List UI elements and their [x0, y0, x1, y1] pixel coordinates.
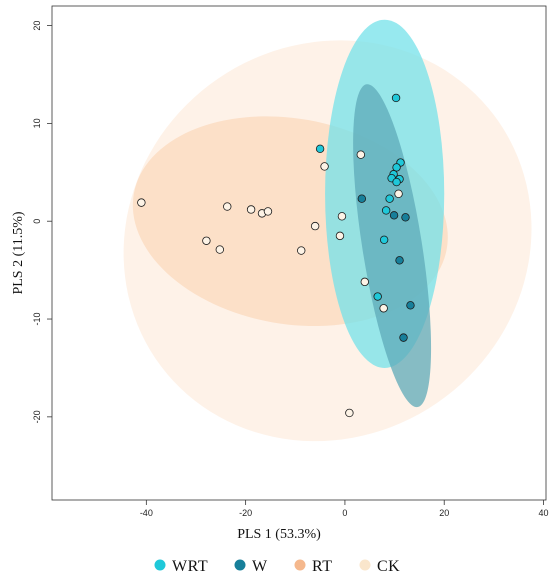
point-wrt [385, 194, 394, 203]
x-tick-label: 0 [342, 508, 347, 518]
point-ck [310, 221, 320, 231]
x-axis-title: PLS 1 (53.3%) [237, 527, 321, 542]
x-tick-label: 40 [539, 508, 549, 518]
x-tick-label: 20 [439, 508, 449, 518]
point-ck [360, 277, 369, 287]
point-w [395, 256, 404, 265]
legend-label-wrt: WRT [172, 558, 208, 575]
legend-label-ck: CK [377, 558, 400, 575]
point-wrt [379, 235, 389, 244]
ellipse-w [353, 84, 432, 408]
point-ck [337, 212, 347, 221]
point-ck [320, 162, 329, 171]
point-ck [137, 198, 146, 207]
point-ck [223, 202, 232, 211]
legend-marker-rt [294, 559, 306, 571]
point-w [399, 333, 408, 342]
legend-label-rt: RT [312, 558, 332, 575]
point-ck [356, 150, 366, 159]
legend-marker-ck [359, 559, 371, 571]
legend: WRT W RT CK [154, 558, 400, 575]
point-ck [246, 205, 256, 214]
y-tick-label: 10 [32, 118, 42, 128]
point-ck [345, 408, 354, 418]
x-tick-label: -20 [239, 508, 252, 518]
plot-frame [51, 5, 547, 501]
point-w [401, 213, 410, 222]
y-tick-label: 20 [32, 21, 42, 31]
point-w [357, 194, 367, 203]
confidence-ellipses [123, 19, 532, 442]
point-ck [215, 245, 225, 254]
point-wrt [392, 163, 401, 172]
x-tick-label: -40 [140, 508, 153, 518]
legend-marker-w [234, 559, 246, 571]
point-ck [335, 231, 345, 241]
y-tick-label: 0 [32, 219, 42, 224]
point-ck [202, 236, 211, 245]
point-ck [297, 246, 306, 255]
y-tick-label: -10 [32, 313, 42, 326]
data-points [137, 93, 415, 418]
point-ck [379, 304, 388, 313]
y-axis-title: PLS 2 (11.5%) [11, 211, 26, 294]
point-w [406, 301, 415, 310]
point-wrt [391, 93, 401, 103]
point-ck [394, 189, 403, 199]
point-ck [263, 207, 273, 216]
axes: -40 -20 0 20 40 -20 -10 0 10 20 [32, 21, 549, 518]
point-wrt [373, 292, 382, 301]
y-tick-label: -20 [32, 410, 42, 423]
point-wrt [315, 144, 325, 154]
legend-marker-wrt [154, 559, 166, 571]
point-wrt [381, 206, 391, 215]
point-wrt [392, 177, 401, 187]
point-w [389, 211, 399, 220]
legend-label-w: W [252, 558, 268, 575]
